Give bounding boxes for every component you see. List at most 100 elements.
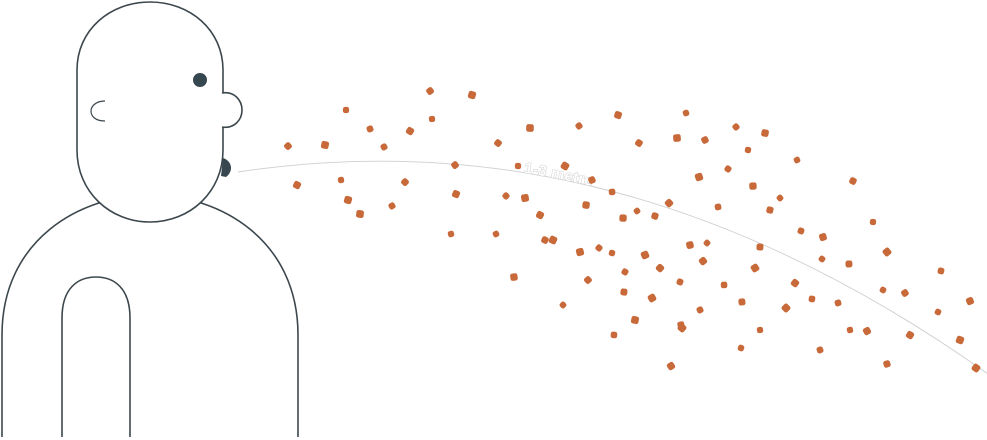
droplet	[701, 136, 709, 144]
droplet	[575, 247, 585, 257]
person-arm	[61, 276, 131, 437]
person-mouth	[221, 158, 232, 177]
droplet	[673, 134, 681, 142]
droplet	[749, 182, 757, 190]
droplet	[720, 281, 728, 289]
droplet	[882, 247, 892, 257]
droplet	[816, 346, 824, 354]
droplet	[862, 326, 872, 336]
droplet	[651, 212, 659, 220]
droplet	[428, 115, 436, 123]
distance-label-path: 1-3 metre	[523, 159, 595, 190]
droplet	[467, 90, 477, 100]
droplet	[845, 260, 853, 268]
droplet	[320, 140, 330, 150]
droplet	[510, 273, 518, 281]
droplet	[610, 331, 618, 339]
distance-label: 1-3 metre	[523, 160, 595, 190]
droplet	[834, 299, 842, 307]
person-body	[1, 194, 299, 437]
droplet	[559, 301, 567, 309]
droplet	[588, 176, 596, 184]
droplet	[292, 180, 302, 190]
droplet	[696, 306, 704, 314]
droplet	[934, 308, 942, 316]
droplet	[724, 165, 732, 173]
droplet	[619, 214, 627, 222]
droplet	[682, 109, 690, 117]
droplet	[686, 241, 694, 249]
droplet	[808, 295, 816, 303]
droplet	[614, 111, 623, 120]
droplet	[451, 161, 459, 170]
droplet	[666, 361, 676, 371]
droplet	[380, 143, 388, 151]
droplet	[595, 244, 603, 252]
droplet	[756, 243, 764, 251]
droplet	[750, 263, 760, 273]
droplet	[541, 236, 549, 244]
droplet	[776, 194, 784, 202]
droplet	[640, 250, 650, 260]
droplet	[560, 161, 570, 171]
droplet	[737, 344, 745, 352]
droplet	[514, 162, 522, 170]
droplet	[447, 230, 455, 238]
droplet	[849, 177, 857, 185]
droplet	[732, 123, 740, 131]
droplet	[366, 125, 374, 133]
droplet	[535, 210, 545, 220]
person-head	[76, 1, 224, 223]
droplet	[647, 293, 657, 303]
droplet	[526, 124, 534, 132]
droplet	[846, 326, 854, 334]
droplet	[356, 210, 364, 218]
droplet-cloud	[284, 87, 981, 373]
droplet	[901, 289, 909, 297]
droplet	[761, 129, 769, 137]
droplet	[520, 193, 530, 203]
droplet	[451, 189, 461, 199]
droplet	[879, 286, 887, 294]
droplet	[337, 176, 345, 184]
droplet	[388, 202, 396, 210]
droplet	[766, 206, 774, 214]
droplet	[677, 323, 687, 333]
droplet	[655, 263, 665, 273]
droplet	[608, 188, 616, 196]
droplet	[426, 87, 435, 95]
droplet	[790, 278, 800, 288]
droplet	[937, 267, 945, 275]
person-eye	[193, 73, 207, 87]
droplet	[664, 198, 674, 208]
droplet	[793, 156, 801, 164]
droplet	[883, 360, 891, 368]
droplet	[548, 235, 558, 245]
person-figure	[1, 1, 299, 437]
droplet	[494, 139, 502, 148]
droplet	[703, 239, 711, 247]
person-nose	[221, 91, 243, 129]
droplet	[284, 142, 292, 151]
droplet	[797, 227, 805, 235]
droplet	[965, 296, 975, 306]
droplet	[633, 207, 641, 215]
droplet	[756, 326, 764, 334]
droplet	[781, 303, 791, 313]
person-ear	[90, 100, 106, 122]
droplet	[621, 268, 629, 276]
droplet	[492, 230, 500, 238]
droplet	[744, 146, 752, 154]
droplet	[738, 298, 746, 306]
droplet	[818, 255, 826, 263]
droplet	[635, 139, 643, 147]
droplet	[343, 195, 353, 205]
droplet	[694, 172, 704, 182]
droplet	[582, 201, 590, 209]
droplet	[698, 256, 708, 266]
droplet	[405, 126, 415, 136]
droplet	[630, 315, 640, 325]
droplet	[342, 106, 350, 114]
droplet	[583, 276, 592, 284]
